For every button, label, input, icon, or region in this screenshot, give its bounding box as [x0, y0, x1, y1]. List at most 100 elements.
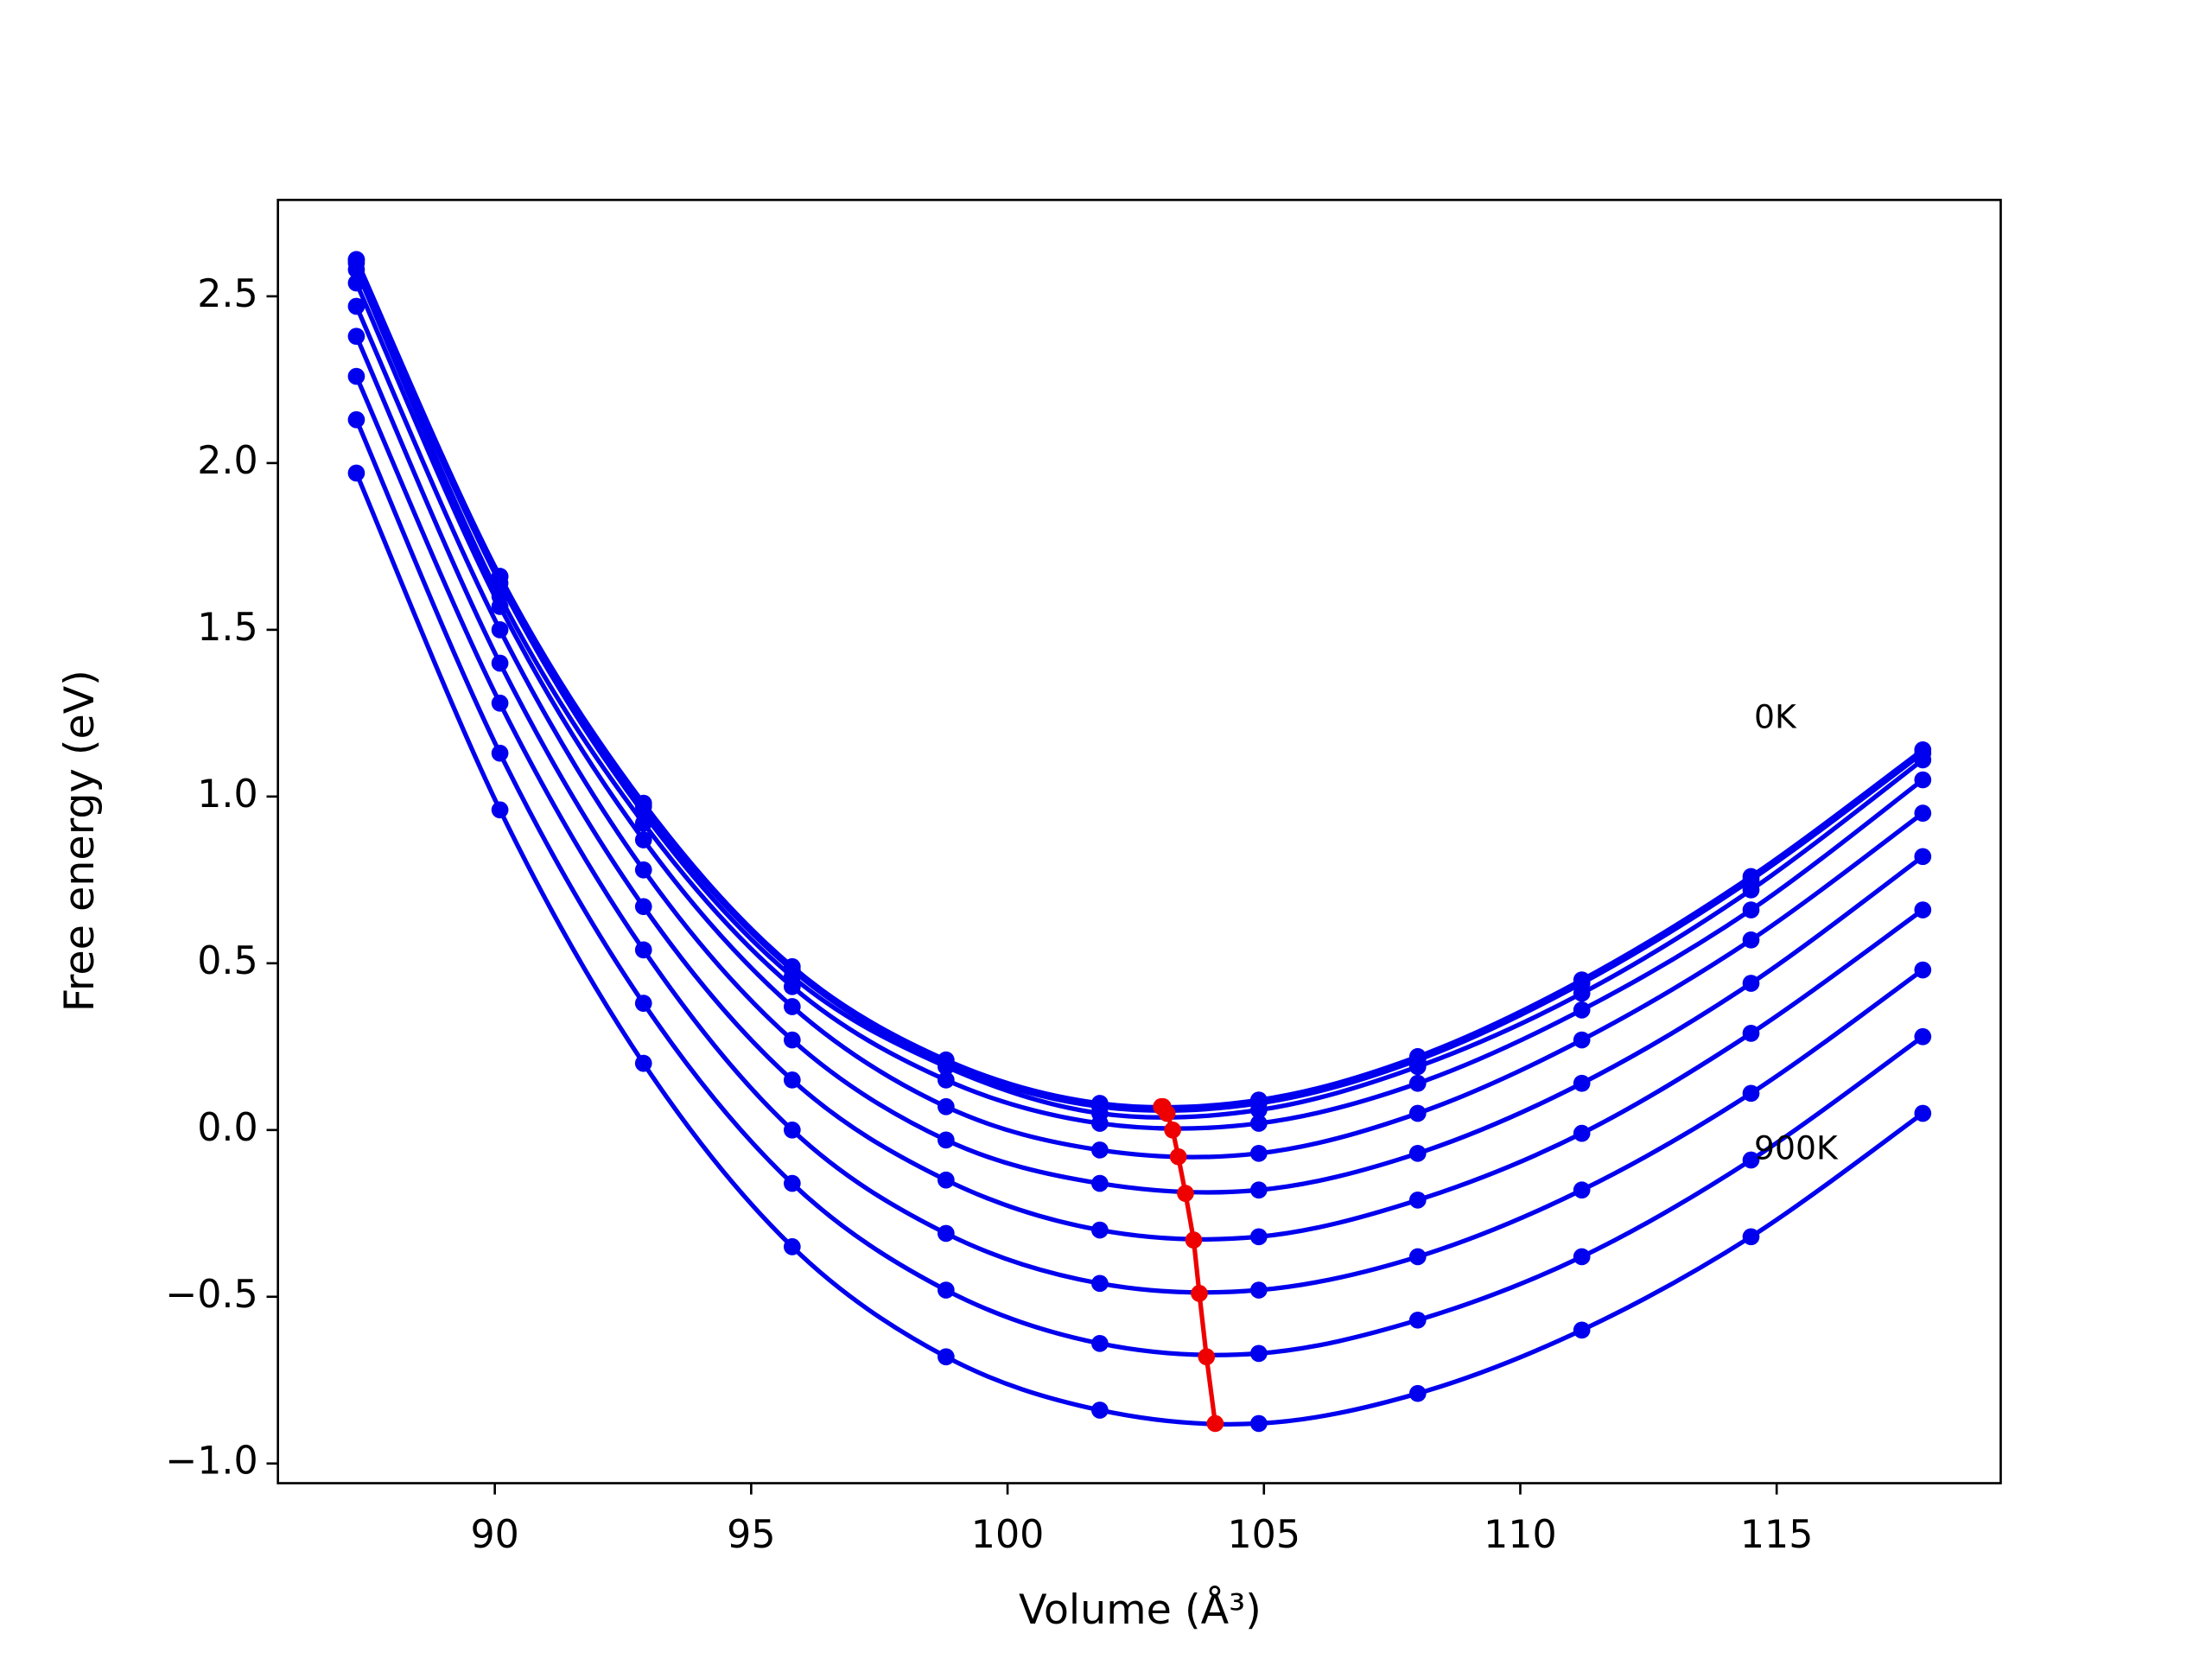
point [783, 977, 801, 995]
point [938, 1097, 955, 1116]
point [1249, 1281, 1268, 1299]
plot-frame [276, 199, 2002, 1484]
point [938, 1224, 955, 1243]
point [1742, 1228, 1760, 1246]
point [1742, 901, 1760, 918]
minima-point [1177, 1185, 1194, 1202]
x-tick-label: 95 [727, 1513, 775, 1557]
y-tick-label: 0.5 [197, 939, 257, 983]
point [1408, 1104, 1427, 1122]
x-tick-label: 110 [1484, 1513, 1557, 1557]
x-tick-label: 115 [1740, 1513, 1814, 1557]
minima-point [1164, 1121, 1181, 1139]
curve [354, 262, 1924, 1120]
point [634, 941, 652, 959]
point [347, 274, 365, 292]
point [783, 1031, 801, 1049]
point [1914, 1027, 1932, 1046]
point [1573, 1181, 1591, 1199]
point [347, 327, 365, 346]
point [634, 898, 652, 916]
point [491, 694, 509, 712]
point [1091, 1402, 1109, 1419]
point [1914, 848, 1932, 866]
point [1091, 1334, 1109, 1352]
point [1914, 751, 1932, 769]
point [1742, 975, 1760, 992]
point [1408, 1074, 1427, 1092]
x-axis-label: Volume (Å³) [1019, 1585, 1262, 1634]
minima-point [1169, 1147, 1187, 1166]
point [491, 621, 509, 639]
x-tick-label: 105 [1227, 1513, 1300, 1557]
point [491, 801, 509, 819]
curve [354, 282, 1924, 1160]
point [347, 367, 365, 385]
minima-point [1206, 1414, 1224, 1433]
point [1573, 1074, 1591, 1092]
point [347, 410, 365, 429]
point [1742, 1084, 1760, 1103]
point [1914, 961, 1932, 979]
point [1249, 1144, 1268, 1162]
curve [354, 305, 1924, 1195]
point [1573, 984, 1591, 1002]
point [347, 297, 365, 315]
point [783, 1071, 801, 1089]
point [938, 1281, 955, 1299]
point [1914, 804, 1932, 822]
y-tick-label: 0.0 [197, 1106, 257, 1150]
point [783, 1121, 801, 1139]
point [1408, 1311, 1427, 1329]
curve [354, 418, 1924, 1357]
y-tick-label: 1.0 [197, 772, 257, 817]
point [1249, 1344, 1268, 1363]
point [1091, 1141, 1109, 1159]
y-axis-label: Free energy (eV) [56, 670, 104, 1012]
curve [354, 472, 1924, 1427]
point [491, 598, 509, 615]
point [1249, 1228, 1268, 1246]
annotation: 0K [1754, 698, 1797, 736]
point [634, 831, 652, 849]
point [1742, 1151, 1760, 1169]
point [491, 654, 509, 672]
point [1249, 1101, 1268, 1119]
point [1091, 1115, 1109, 1132]
point [491, 744, 509, 762]
point [783, 1174, 801, 1192]
point [1249, 1181, 1268, 1199]
minima-point [1158, 1104, 1176, 1122]
curve [354, 258, 1924, 1113]
minima-point [1198, 1348, 1216, 1366]
curve [354, 268, 1924, 1131]
point [1408, 1058, 1427, 1076]
point [1742, 1025, 1760, 1042]
point [1573, 1031, 1591, 1049]
point [938, 1131, 955, 1149]
point [1742, 881, 1760, 899]
point [1249, 1414, 1268, 1433]
point [938, 1058, 955, 1076]
point [634, 995, 652, 1012]
y-tick-label: 2.5 [197, 272, 257, 316]
y-tick-label: 1.5 [197, 606, 257, 650]
point [1914, 771, 1932, 789]
point [1742, 931, 1760, 949]
point [1573, 1248, 1591, 1266]
point [634, 1054, 652, 1072]
point [1408, 1248, 1427, 1266]
x-tick-label: 90 [470, 1513, 518, 1557]
y-tick-label: −0.5 [165, 1273, 258, 1317]
point [1408, 1191, 1427, 1209]
point [1408, 1144, 1427, 1162]
point [634, 814, 652, 832]
point [938, 1071, 955, 1089]
point [347, 261, 365, 278]
point [1091, 1221, 1109, 1239]
point [634, 861, 652, 879]
point [1573, 1124, 1591, 1142]
point [1914, 1104, 1932, 1122]
